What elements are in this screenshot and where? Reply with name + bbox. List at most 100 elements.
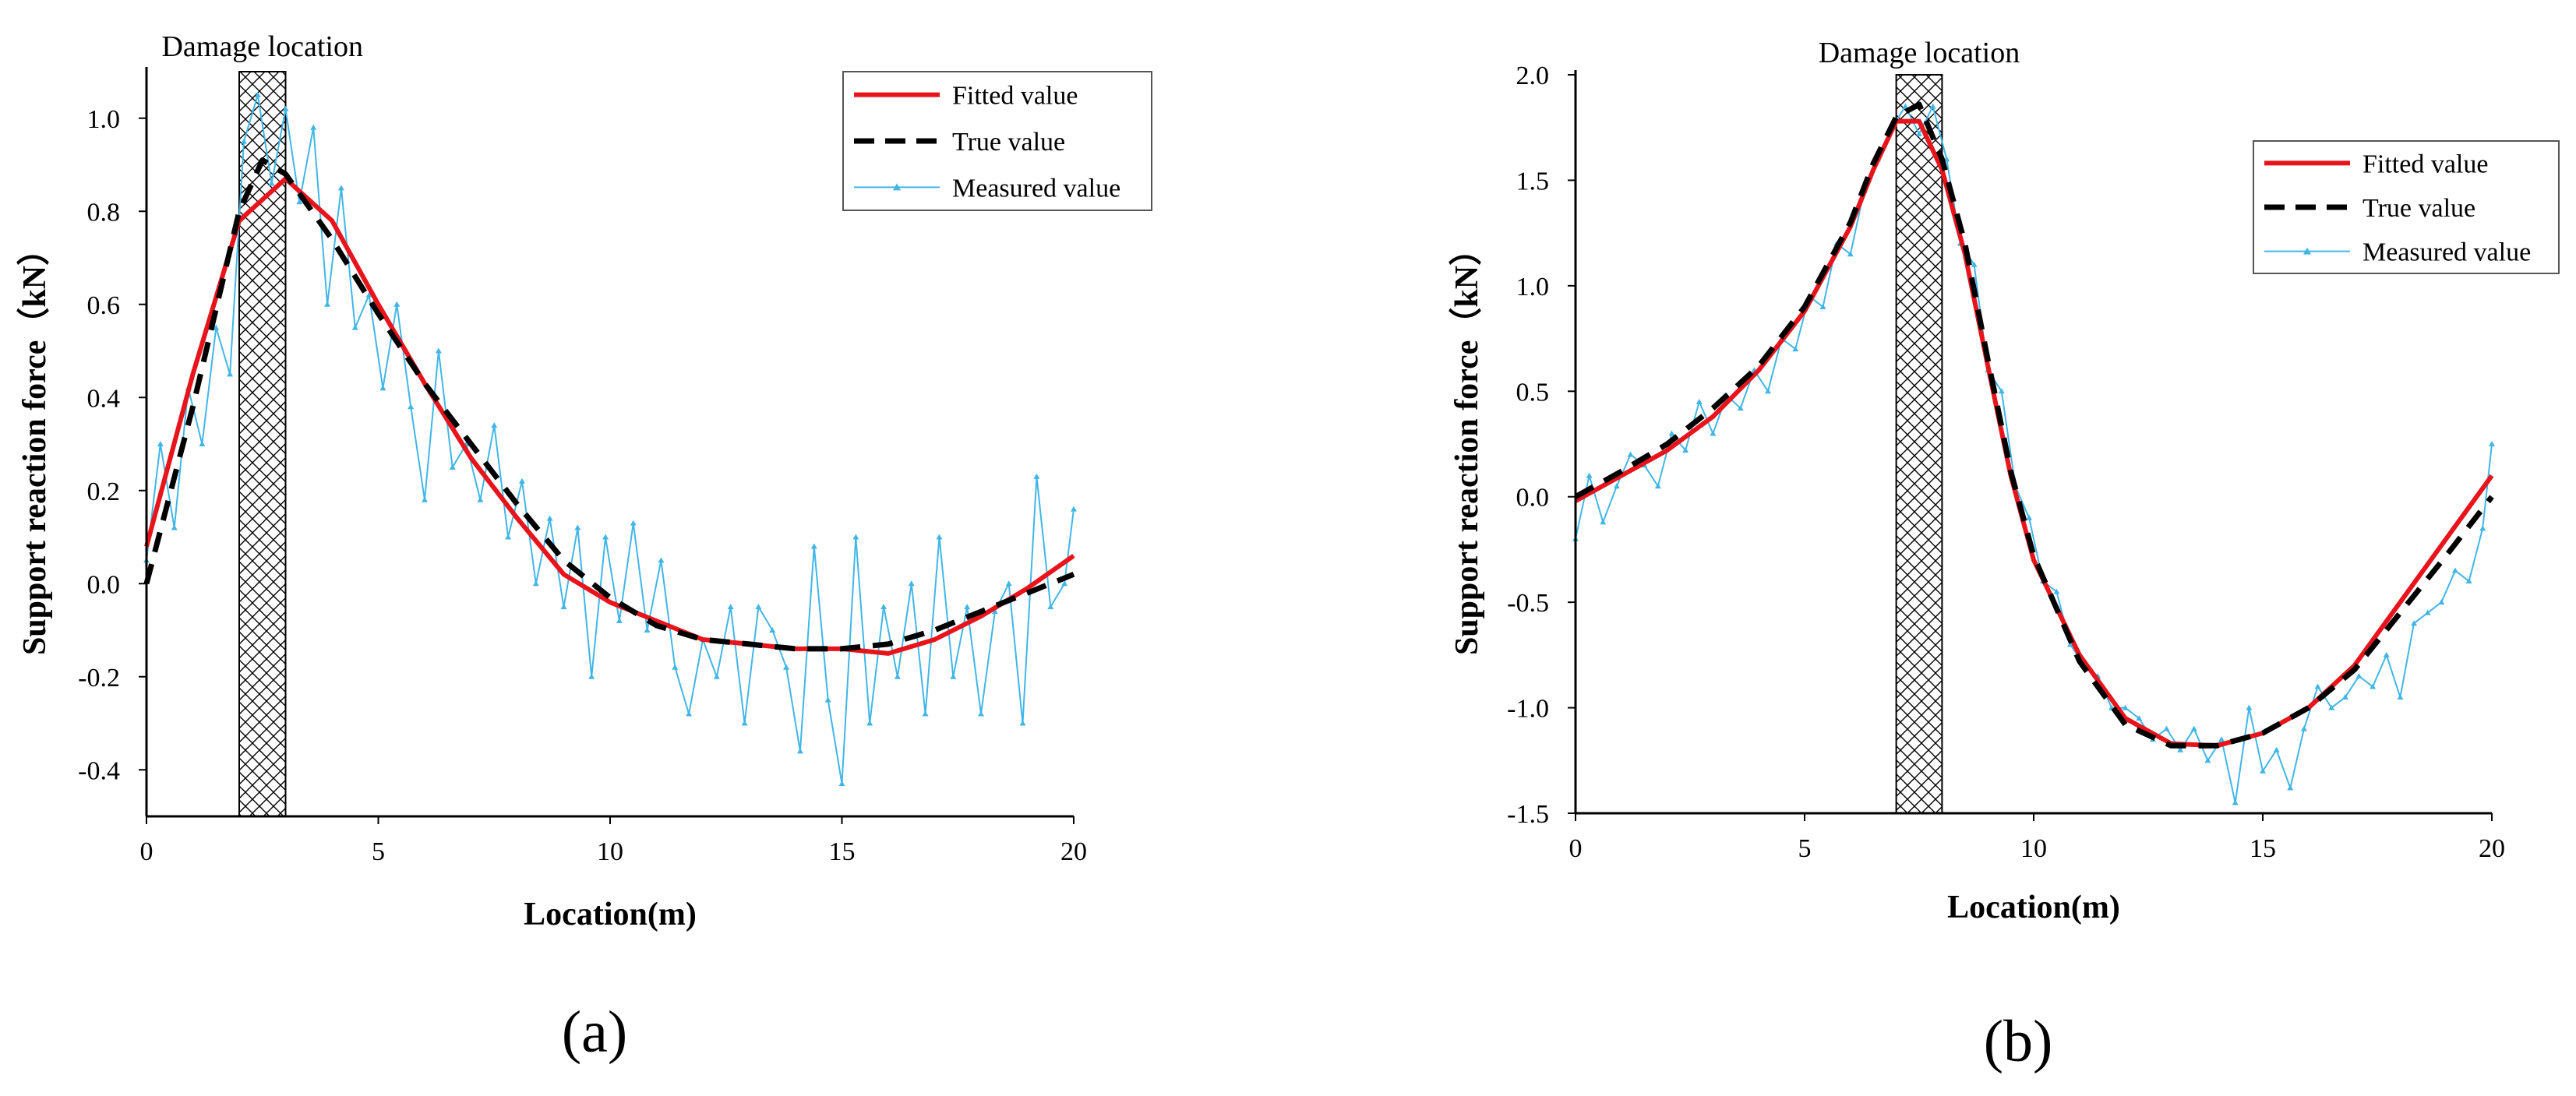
measured-point [1696, 398, 1703, 404]
measured-point [435, 347, 442, 354]
measured-point [393, 301, 401, 307]
measured-point [1916, 130, 1922, 136]
legend-marker [2303, 247, 2311, 255]
chart-panel-b: Damage location 0 5 10 15 20 -1.5 -1.0 -0.5 0.0 0.… [1449, 37, 2560, 1074]
measured-point [2479, 525, 2486, 531]
measured-point [866, 720, 873, 726]
y-tick-label: 1.5 [1516, 167, 1550, 196]
measured-point [2397, 694, 2404, 700]
damage-location-band [1895, 74, 1943, 814]
measured-point [2465, 578, 2472, 584]
measured-point [686, 710, 693, 717]
measured-point [1764, 388, 1771, 394]
panel-label: (b) [1984, 1009, 2053, 1074]
measured-point [1737, 404, 1744, 411]
measured-point [2287, 784, 2294, 791]
measured-point [922, 710, 929, 717]
measured-point [741, 720, 748, 726]
damage-location-label: Damage location [1819, 37, 2020, 69]
legend: Fitted value True value Measured value [842, 71, 1152, 211]
measured-point [2489, 441, 2495, 446]
measured-point [908, 580, 915, 587]
measured-point [1600, 519, 1607, 525]
x-axis-title: Location(m) [524, 897, 697, 932]
x-tick-label: 5 [372, 837, 385, 866]
measured-point [1971, 261, 1978, 267]
measured-point [2300, 725, 2307, 731]
y-tick-label: -1.0 [1507, 695, 1549, 724]
measured-point [2177, 746, 2184, 752]
measured-point [880, 604, 887, 610]
measured-point [588, 673, 595, 679]
measured-point [2204, 757, 2211, 763]
measured-point [658, 557, 665, 563]
y-tick-label: 1.0 [87, 105, 121, 134]
measured-point [2273, 746, 2280, 752]
measured-point [852, 534, 859, 540]
measured-point [2163, 725, 2170, 731]
y-tick-label: 2.0 [1516, 62, 1550, 90]
measured-point [824, 696, 831, 703]
measured-point [991, 608, 998, 615]
y-axis-title: Support reaction force（kN） [1449, 233, 1485, 655]
measured-point [546, 515, 553, 521]
measured-point [254, 91, 261, 97]
measured-point [171, 524, 178, 530]
measured-point [964, 604, 971, 610]
measured-point [2314, 683, 2321, 689]
legend-label: Measured value [2363, 238, 2531, 267]
y-tick-label: -0.5 [1507, 589, 1549, 618]
measured-point [2053, 588, 2060, 594]
measured-point [505, 534, 512, 540]
x-tick-label: 10 [2020, 834, 2047, 863]
measured-point [1929, 103, 1936, 109]
measured-point [1847, 251, 1854, 257]
measured-point [351, 324, 358, 330]
measured-point [672, 664, 679, 670]
measured-point [574, 524, 581, 530]
measured-point [2246, 704, 2253, 710]
measured-point [2136, 715, 2143, 721]
measured-point [449, 463, 456, 470]
measured-point [296, 199, 303, 205]
measured-point [379, 385, 386, 391]
measured-point [1061, 580, 1068, 587]
x-tick-label: 15 [2250, 834, 2276, 863]
measured-point [838, 781, 845, 787]
measured-point [2232, 799, 2239, 805]
measured-point [713, 673, 720, 679]
x-tick-label: 15 [829, 837, 856, 866]
measured-point [282, 105, 289, 111]
measured-point [157, 441, 164, 446]
measured-point [1668, 430, 1675, 436]
measured-point [2067, 641, 2074, 647]
measured-point [227, 371, 234, 377]
measured-point [337, 185, 344, 191]
panel-label: (a) [562, 999, 627, 1065]
measured-point [2438, 599, 2445, 605]
measured-point [769, 627, 776, 633]
y-tick-label: 0.0 [1516, 484, 1550, 513]
measured-point [1047, 604, 1054, 610]
legend-label: True value [952, 128, 1065, 157]
measured-point [268, 180, 275, 186]
measured-point [2355, 672, 2363, 678]
legend-marker [893, 183, 901, 191]
y-tick-label: 0.5 [1516, 378, 1550, 407]
legend: Fitted value True value Measured value [2253, 140, 2560, 274]
measured-value-line [146, 94, 1075, 784]
legend-label: Fitted value [952, 82, 1078, 111]
measured-point [240, 138, 247, 144]
measured-point [978, 710, 984, 717]
measured-point [2218, 736, 2225, 742]
measured-point [2451, 567, 2458, 573]
measured-point [2383, 651, 2390, 657]
measured-point [560, 604, 567, 610]
measured-point [491, 422, 498, 428]
measured-point [1613, 483, 1620, 489]
measured-point [2411, 620, 2418, 626]
measured-point [2424, 609, 2431, 615]
measured-point [365, 291, 372, 298]
measured-point [2260, 767, 2266, 774]
